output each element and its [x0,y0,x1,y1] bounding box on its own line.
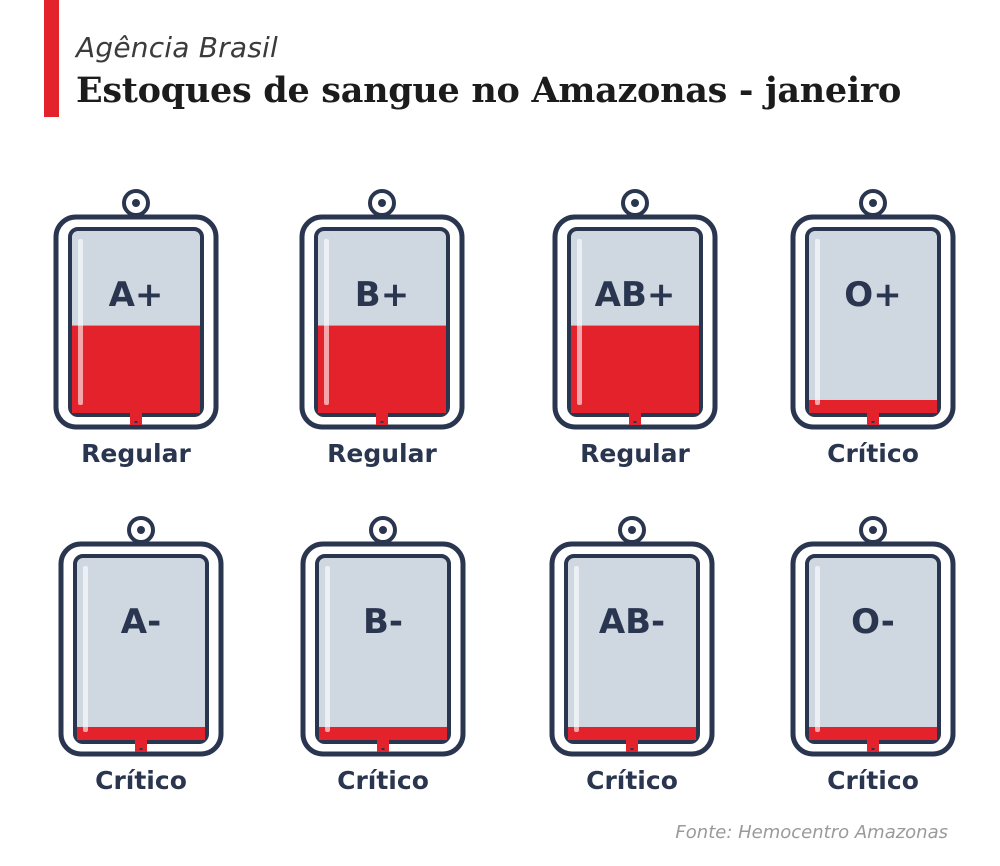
blood-level-fill [571,325,699,413]
blood-bag: B- Crítico [297,512,469,795]
blood-bag: AB- Crítico [546,512,718,795]
blood-type-label: B+ [354,275,410,315]
source-label: Agência Brasil [76,31,278,64]
stock-status-label: Regular [580,439,690,468]
page-title: Estoques de sangue no Amazonas - janeiro [76,70,902,111]
blood-level-fill [809,726,937,740]
blood-level-fill [318,325,446,413]
blood-bag-icon [549,516,715,757]
blood-bag: O+ Crítico [787,185,959,468]
blood-bag-icon [790,516,956,757]
blood-type-label: A- [120,602,162,642]
blood-bag: A- Crítico [55,512,227,795]
blood-level-fill [72,325,200,413]
stock-status-label: Crítico [827,766,919,795]
blood-bag-icon [58,516,224,757]
accent-bar [44,0,59,117]
blood-bag-icon [790,189,956,430]
source-footnote: Fonte: Hemocentro Amazonas [675,822,948,843]
blood-bag: AB+ Regular [549,185,721,468]
stock-status-label: Crítico [95,766,187,795]
blood-bag: A+ Regular [50,185,222,468]
stock-status-label: Crítico [827,439,919,468]
blood-bag: O- Crítico [787,512,959,795]
blood-type-label: AB+ [594,275,676,315]
blood-bag-icon [300,516,466,757]
blood-bag: B+ Regular [296,185,468,468]
blood-level-fill [568,726,696,740]
blood-type-label: B- [362,602,404,642]
stock-status-label: Regular [327,439,437,468]
blood-level-fill [809,399,937,413]
blood-type-label: AB- [598,602,666,642]
stock-status-label: Crítico [337,766,429,795]
blood-bag-icon [53,189,219,430]
blood-bag-icon [299,189,465,430]
blood-type-label: O- [851,602,895,642]
stock-status-label: Regular [81,439,191,468]
stock-status-label: Crítico [586,766,678,795]
blood-bag-icon [552,189,718,430]
blood-type-label: O+ [844,275,902,315]
blood-type-label: A+ [108,275,164,315]
blood-level-fill [77,726,205,740]
blood-level-fill [319,726,447,740]
